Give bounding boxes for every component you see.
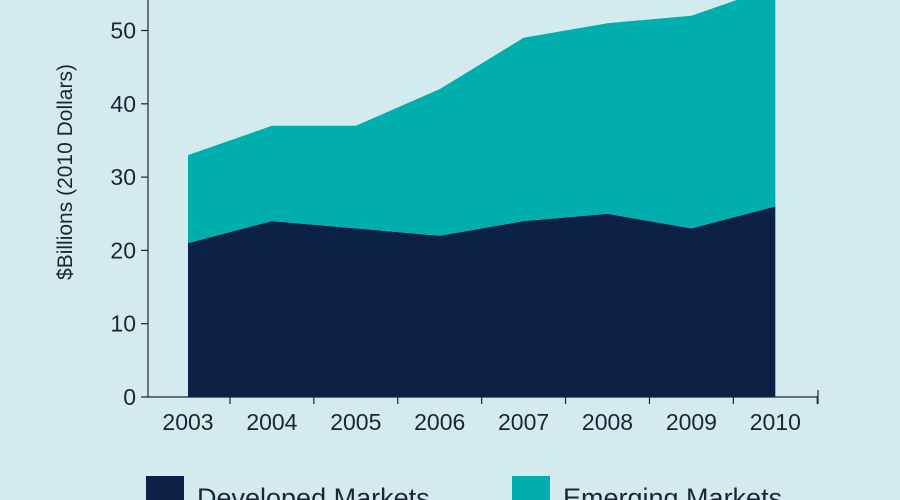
y-tick-label: 50 bbox=[110, 18, 136, 44]
legend-label-emerging-markets: Emerging Markets bbox=[563, 483, 782, 500]
areas-layer bbox=[188, 0, 776, 397]
x-tick-label: 2006 bbox=[414, 409, 465, 435]
legend-swatch-developed-markets bbox=[146, 476, 184, 500]
y-tick-label: 20 bbox=[110, 237, 136, 263]
x-tick-label: 2004 bbox=[246, 409, 297, 435]
x-tick-label: 2009 bbox=[666, 409, 717, 435]
legend: Developed Markets Emerging Markets bbox=[146, 476, 782, 500]
y-axis-ticks: 0 10 20 30 40 50 bbox=[110, 18, 148, 410]
x-axis-ticks: 2003 2004 2005 2006 2007 2008 2009 2010 bbox=[162, 390, 819, 435]
axes-layer bbox=[147, 0, 818, 398]
y-tick-label: 40 bbox=[110, 91, 136, 117]
legend-swatch-emerging-markets bbox=[512, 476, 550, 500]
x-tick-label: 2007 bbox=[498, 409, 549, 435]
x-tick-label: 2010 bbox=[750, 409, 801, 435]
x-tick-label: 2008 bbox=[582, 409, 633, 435]
y-tick-label: 30 bbox=[110, 164, 136, 190]
y-axis-title: $Billions (2010 Dollars) bbox=[54, 64, 77, 280]
y-tick-label: 10 bbox=[110, 311, 136, 337]
y-tick-label: 0 bbox=[123, 384, 136, 410]
x-tick-label: 2005 bbox=[330, 409, 381, 435]
area-emerging-markets bbox=[188, 0, 776, 244]
legend-label-developed-markets: Developed Markets bbox=[197, 483, 430, 500]
area-developed-markets bbox=[188, 206, 776, 397]
x-tick-label: 2003 bbox=[162, 409, 213, 435]
